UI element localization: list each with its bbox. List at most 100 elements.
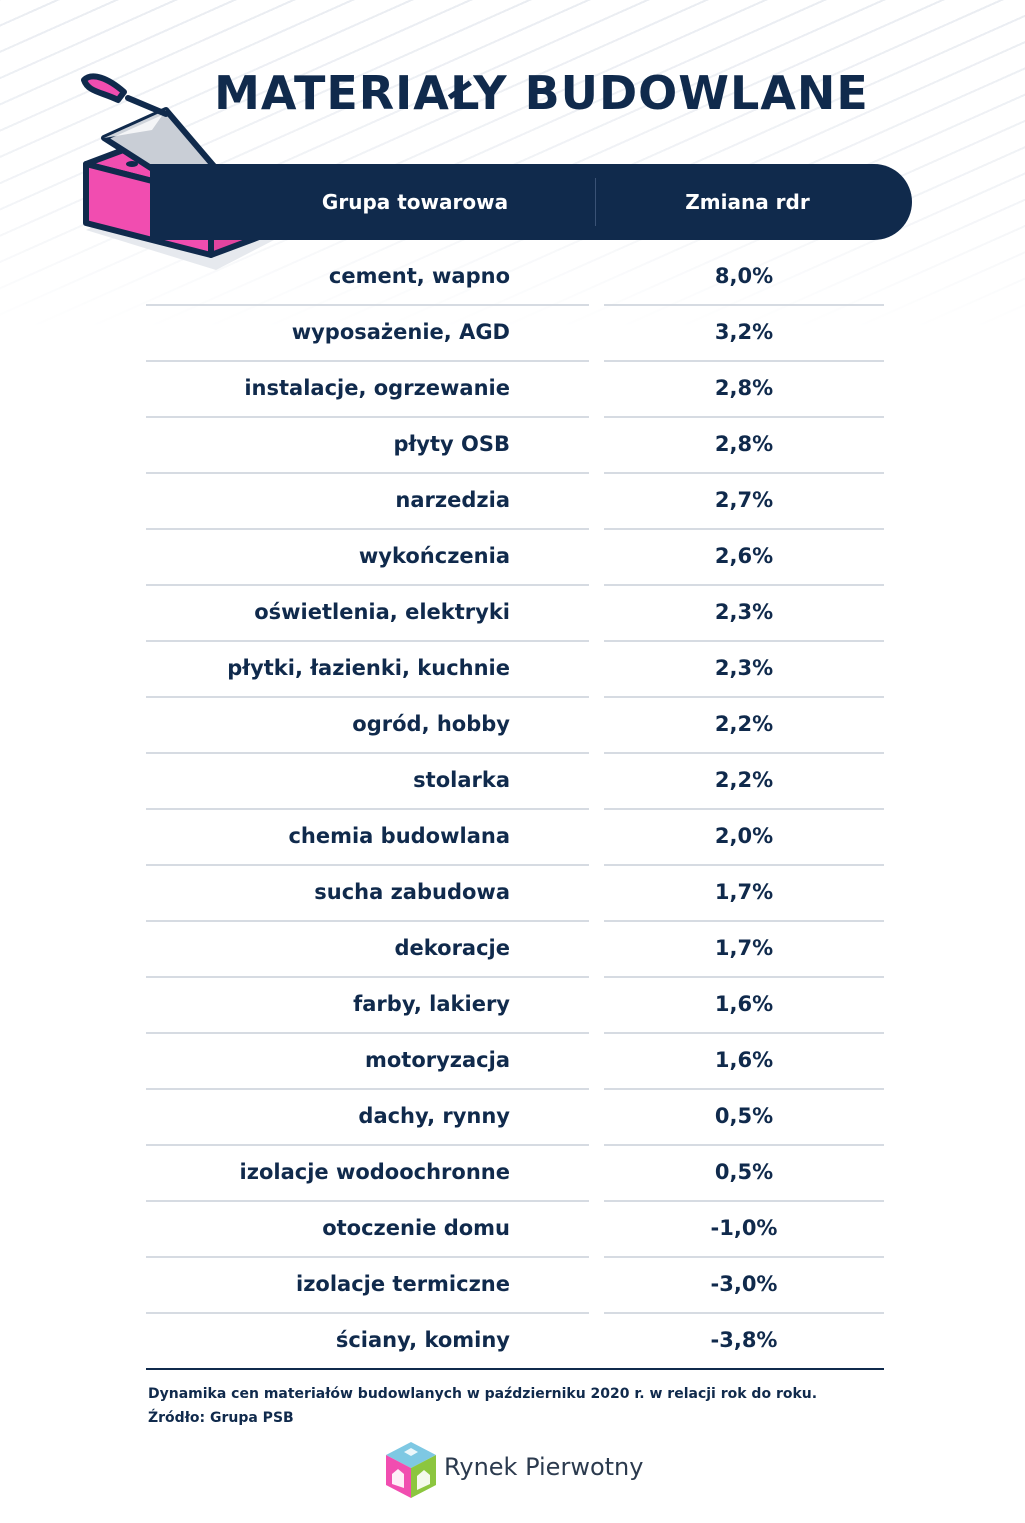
row-change: -3,8% <box>710 1328 778 1352</box>
row-divider <box>146 1088 589 1090</box>
row-divider <box>146 360 589 362</box>
row-change: 1,6% <box>714 1048 774 1072</box>
row-change: -1,0% <box>710 1216 778 1240</box>
row-divider <box>604 304 884 306</box>
row-group: narzedzia <box>395 488 510 512</box>
row-change: 2,2% <box>714 712 774 736</box>
row-change: 2,8% <box>714 376 774 400</box>
table-row: farby, lakiery 1,6% <box>146 978 884 1034</box>
footnote-source: Źródło: Grupa PSB <box>148 1410 294 1426</box>
table-row: dekoracje 1,7% <box>146 922 884 978</box>
row-change: 2,8% <box>714 432 774 456</box>
table-bottom-rule <box>146 1368 884 1370</box>
table-row: ogród, hobby 2,2% <box>146 698 884 754</box>
row-group: cement, wapno <box>328 264 510 288</box>
row-group: wykończenia <box>358 544 510 568</box>
row-group: ogród, hobby <box>352 712 510 736</box>
row-divider <box>146 920 589 922</box>
row-divider <box>146 976 589 978</box>
row-divider <box>604 752 884 754</box>
row-divider <box>146 528 589 530</box>
table-row: wyposażenie, AGD 3,2% <box>146 306 884 362</box>
row-divider <box>146 472 589 474</box>
row-divider <box>604 1200 884 1202</box>
table-row: narzedzia 2,7% <box>146 474 884 530</box>
row-divider <box>604 1312 884 1314</box>
table-row: izolacje termiczne -3,0% <box>146 1258 884 1314</box>
row-group: chemia budowlana <box>288 824 510 848</box>
table-row: ściany, kominy -3,8% <box>146 1314 884 1370</box>
row-group: dachy, rynny <box>358 1104 510 1128</box>
footnote-description: Dynamika cen materiałów budowlanych w pa… <box>148 1386 818 1402</box>
row-group: dekoracje <box>394 936 510 960</box>
table-body: cement, wapno 8,0% wyposażenie, AGD 3,2% i… <box>146 250 884 1370</box>
row-change: 2,3% <box>714 656 774 680</box>
brand-name: Rynek Pierwotny <box>444 1453 644 1481</box>
row-divider <box>604 1088 884 1090</box>
row-group: stolarka <box>413 768 510 792</box>
row-divider <box>604 472 884 474</box>
brand-logo[interactable]: Rynek Pierwotny <box>384 1440 684 1502</box>
table-row: chemia budowlana 2,0% <box>146 810 884 866</box>
row-divider <box>146 808 589 810</box>
row-change: 1,6% <box>714 992 774 1016</box>
table-row: dachy, rynny 0,5% <box>146 1090 884 1146</box>
row-divider <box>604 808 884 810</box>
table-row: cement, wapno 8,0% <box>146 250 884 306</box>
row-divider <box>604 864 884 866</box>
row-divider <box>146 1144 589 1146</box>
row-divider <box>604 640 884 642</box>
row-change: 1,7% <box>714 936 774 960</box>
row-change: 2,3% <box>714 600 774 624</box>
row-divider <box>604 920 884 922</box>
row-divider <box>604 360 884 362</box>
row-divider <box>146 864 589 866</box>
row-group: izolacje termiczne <box>296 1272 510 1296</box>
row-group: sucha zabudowa <box>314 880 510 904</box>
row-group: płyty OSB <box>393 432 510 456</box>
table-header: Grupa towarowa Zmiana rdr <box>150 164 912 240</box>
table-row: izolacje wodoochronne 0,5% <box>146 1146 884 1202</box>
row-change: 3,2% <box>714 320 774 344</box>
row-divider <box>604 584 884 586</box>
row-divider <box>146 416 589 418</box>
row-group: oświetlenia, elektryki <box>254 600 510 624</box>
row-divider <box>146 1256 589 1258</box>
rynek-pierwotny-logo-icon <box>386 1442 436 1498</box>
table-row: oświetlenia, elektryki 2,3% <box>146 586 884 642</box>
row-group: otoczenie domu <box>322 1216 510 1240</box>
footnote: Dynamika cen materiałów budowlanych w pa… <box>148 1382 908 1430</box>
table-row: wykończenia 2,6% <box>146 530 884 586</box>
row-group: motoryzacja <box>364 1048 510 1072</box>
row-change: 2,7% <box>714 488 774 512</box>
row-divider <box>146 584 589 586</box>
header-divider <box>595 178 596 226</box>
row-group: instalacje, ogrzewanie <box>244 376 510 400</box>
row-change: 2,6% <box>714 544 774 568</box>
row-change: 1,7% <box>714 880 774 904</box>
row-change: 2,0% <box>714 824 774 848</box>
row-group: wyposażenie, AGD <box>291 320 510 344</box>
row-divider <box>604 528 884 530</box>
row-change: 2,2% <box>714 768 774 792</box>
row-divider <box>604 1144 884 1146</box>
table-row: instalacje, ogrzewanie 2,8% <box>146 362 884 418</box>
row-divider <box>604 1032 884 1034</box>
row-change: -3,0% <box>710 1272 778 1296</box>
row-divider <box>146 640 589 642</box>
row-group: farby, lakiery <box>353 992 510 1016</box>
row-divider <box>146 304 589 306</box>
row-group: ściany, kominy <box>335 1328 510 1352</box>
row-change: 0,5% <box>714 1160 774 1184</box>
row-divider <box>604 696 884 698</box>
table-row: płyty OSB 2,8% <box>146 418 884 474</box>
table-row: otoczenie domu -1,0% <box>146 1202 884 1258</box>
header-group: Grupa towarowa <box>321 190 509 214</box>
row-divider <box>146 1312 589 1314</box>
row-divider <box>604 1256 884 1258</box>
header-change: Zmiana rdr <box>685 190 810 214</box>
row-divider <box>146 752 589 754</box>
page-title: MATERIAŁY BUDOWLANE <box>214 66 869 120</box>
row-divider <box>604 416 884 418</box>
row-divider <box>604 976 884 978</box>
